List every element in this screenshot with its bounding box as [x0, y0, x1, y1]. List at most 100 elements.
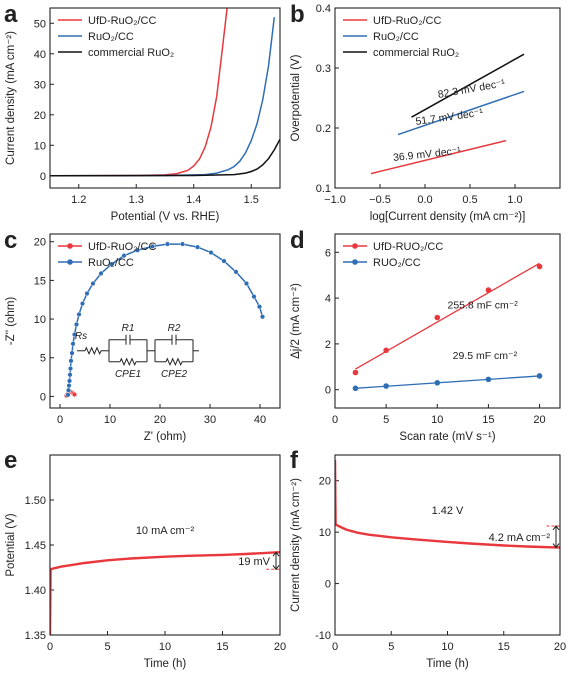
- data-point-c-1: [67, 372, 73, 378]
- series-line-b-1: [397, 90, 525, 136]
- data-point-d-0: [536, 263, 543, 270]
- y-tick-label-e: 1.45: [25, 540, 46, 552]
- panel-e: e 0 5 10 15 20 1.35 1.40 1.45 1.50 Time (h) Potent…: [4, 447, 286, 670]
- legend-marker-d-0: [352, 243, 358, 249]
- panel-letter-a: a: [4, 1, 18, 28]
- x-tick-label-d: 0: [332, 414, 338, 426]
- current-change-label: 4.2 mA cm⁻²: [489, 532, 551, 544]
- fit-line-d-1: [355, 375, 540, 389]
- series-line-b-0: [370, 139, 507, 175]
- data-point-c-1: [65, 387, 71, 393]
- data-point-c-1: [221, 258, 227, 264]
- x-tick-label-c: 0: [57, 414, 63, 426]
- data-point-c-1: [90, 280, 96, 286]
- plot-b: −1.0 −0.5 0.0 0.5 1.0 0.1 0.2 0.3 0.4 log[Current…: [290, 3, 561, 223]
- legend-label-b-1: RuO₂/CC: [373, 31, 419, 43]
- x-tick-label-a: 1.5: [244, 194, 259, 206]
- x-tick-label-a: 1.2: [71, 194, 86, 206]
- x-tick-label-b: −0.5: [369, 194, 391, 206]
- plot-c: 0 10 20 30 40 0 5 10 15 20 Z' (ohm) -Z'' (ohm) UfD-R…: [5, 233, 281, 443]
- x-axis-label-e: Time (h): [144, 658, 187, 670]
- axes-frame-b: [334, 7, 561, 189]
- data-point-c-1: [65, 392, 71, 398]
- x-axis-label-c: Z' (ohm): [144, 431, 187, 443]
- x-tick-label-c: 10: [104, 414, 116, 426]
- x-tick-label-e: 0: [47, 641, 53, 653]
- data-point-d-0: [352, 369, 359, 376]
- data-point-c-1: [194, 244, 200, 250]
- axes-frame-a: [49, 7, 281, 189]
- x-tick-label-e: 5: [104, 641, 110, 653]
- data-point-c-1: [71, 332, 77, 338]
- legend-label-c-0: UfD-RuO₂/CC: [88, 241, 156, 253]
- legend-label-b-2: commercial RuO₂: [373, 47, 459, 59]
- x-tick-label-d: 15: [482, 414, 494, 426]
- arrow-head: [552, 543, 560, 549]
- y-tick-label-d: 0: [325, 385, 331, 397]
- y-tick-label-a: 40: [34, 49, 46, 61]
- x-tick-label-d: 5: [383, 414, 389, 426]
- legend-label-a-1: RuO₂/CC: [88, 31, 134, 43]
- y-tick-label-b: 0.2: [316, 123, 331, 135]
- y-tick-label-e: 1.40: [25, 585, 46, 597]
- x-tick-label-b: 1.0: [507, 194, 522, 206]
- x-tick-label-c: 30: [204, 414, 216, 426]
- y-tick-label-d: 4: [325, 293, 331, 305]
- data-point-d-0: [485, 287, 492, 293]
- data-point-c-1: [251, 294, 257, 300]
- y-tick-label-f: 20: [319, 476, 331, 488]
- applied-potential-label: 1.42 V: [432, 505, 464, 517]
- plot-area-c: [63, 241, 266, 399]
- data-point-c-1: [79, 301, 85, 307]
- x-tick-label-e: 10: [159, 641, 171, 653]
- y-tick-label-b: 0.1: [316, 183, 331, 195]
- capacitance-label-1: 29.5 mF cm⁻²: [453, 350, 518, 362]
- data-point-c-1: [164, 241, 170, 247]
- legend-label-b-0: UfD-RuO₂/CC: [373, 15, 441, 27]
- cpe2-element: [165, 357, 183, 367]
- plot-a: 1.2 1.3 1.4 1.5 0 10 20 30 40 50 Potential (V vs. …: [5, 7, 281, 223]
- x-axis-label-b: log[Current density (mA cm⁻²)]: [370, 211, 526, 223]
- y-tick-label-d: 2: [325, 339, 331, 351]
- y-tick-label-b: 0.3: [316, 63, 331, 75]
- data-point-d-0: [383, 347, 389, 354]
- panel-letter-e: e: [4, 447, 17, 474]
- panel-d: d 0 5 10 15 20 0 2 4 6 Scan rate (mV s⁻¹) Δj/2 (mA…: [290, 227, 561, 443]
- legend-label-d-1: RUO₂/CC: [373, 257, 421, 269]
- data-point-c-1: [98, 270, 104, 276]
- data-point-c-1: [121, 253, 127, 259]
- panel-letter-b: b: [290, 1, 305, 28]
- circuit-label-cpe1: CPE1: [115, 369, 141, 380]
- panel-letter-f: f: [290, 447, 299, 474]
- y-axis-label-f: Current density (mA cm⁻²): [290, 478, 302, 612]
- x-tick-label-b: 0.0: [417, 194, 432, 206]
- data-point-d-1: [536, 373, 543, 379]
- arrow-head: [272, 565, 280, 571]
- plot-e: 0 5 10 15 20 1.35 1.40 1.45 1.50 Time (h) Potentia…: [5, 454, 286, 670]
- data-point-c-1: [243, 280, 249, 286]
- circuit-label-rs: Rs: [75, 331, 87, 342]
- y-tick-label-a: 50: [34, 18, 46, 30]
- x-tick-label-e: 20: [274, 641, 286, 653]
- tafel-slope-label-0: 36.9 mV dec⁻¹: [393, 145, 462, 164]
- y-axis-label-c: -Z'' (ohm): [5, 297, 17, 346]
- axes-frame-c: [49, 233, 281, 409]
- panel-letter-d: d: [290, 227, 305, 254]
- y-tick-label-c: 10: [34, 314, 46, 326]
- x-tick-label-b: −1.0: [324, 194, 346, 206]
- data-point-c-1: [134, 247, 140, 253]
- panel-b: b −1.0 −0.5 0.0 0.5 1.0 0.1 0.2 0.3 0.4 log[Curre…: [290, 1, 561, 223]
- current-density-label: 10 mA cm⁻²: [136, 525, 195, 537]
- x-tick-label-d: 10: [431, 414, 443, 426]
- legend-marker-c-1: [67, 259, 73, 265]
- x-axis-label-d: Scan rate (mV s⁻¹): [399, 431, 495, 443]
- y-tick-label-f: -10: [315, 630, 331, 642]
- data-point-c-1: [66, 383, 72, 389]
- axes-frame-e: [49, 454, 281, 636]
- y-tick-label-f: 10: [319, 527, 331, 539]
- data-point-c-1: [149, 243, 155, 249]
- y-tick-label-a: 0: [40, 171, 46, 183]
- arrow-head: [272, 551, 280, 557]
